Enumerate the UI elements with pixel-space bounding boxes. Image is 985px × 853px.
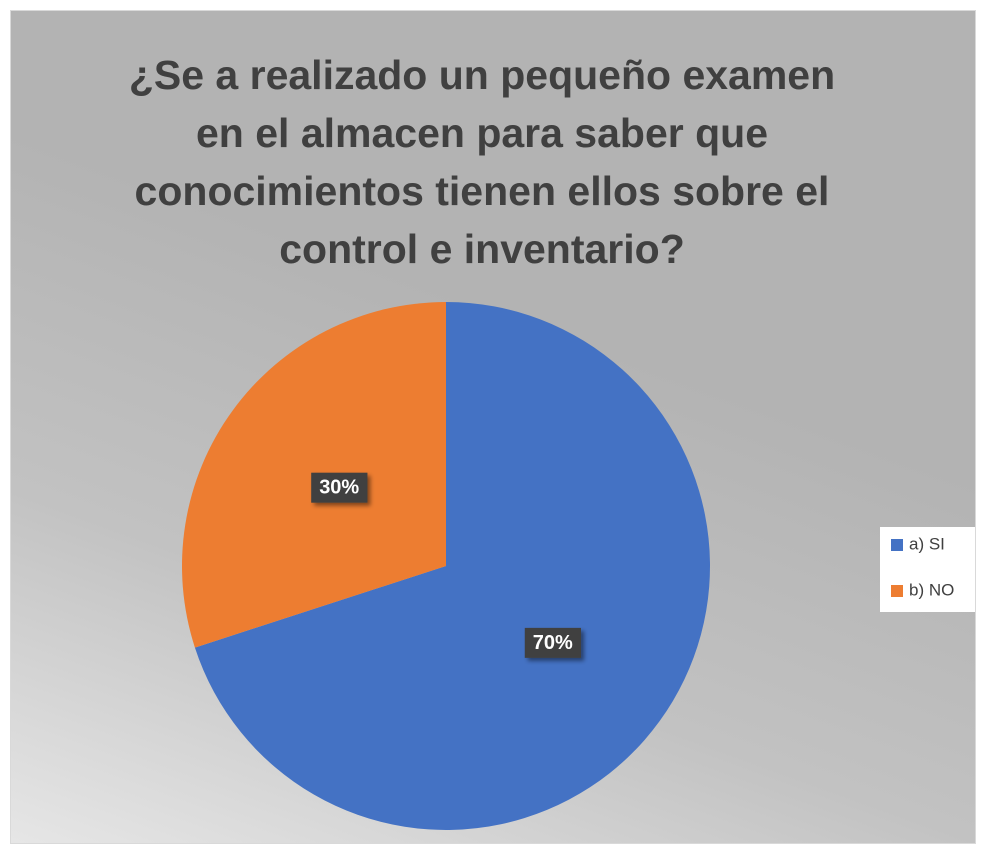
legend-label: a) SI: [909, 534, 945, 553]
data-label: 70%: [533, 632, 573, 654]
data-label-box: [524, 627, 582, 658]
legend-label: b) NO: [909, 580, 954, 599]
data-label-group: 30%: [311, 472, 368, 503]
data-label-group: 70%: [524, 627, 582, 658]
data-label-box: [311, 472, 368, 503]
data-label: 30%: [319, 477, 359, 499]
legend-swatch: [891, 585, 903, 597]
chart-title: ¿Se a realizado un pequeño examen en el …: [128, 52, 836, 272]
legend-swatch: [891, 539, 903, 551]
pie-slice: [194, 302, 710, 830]
